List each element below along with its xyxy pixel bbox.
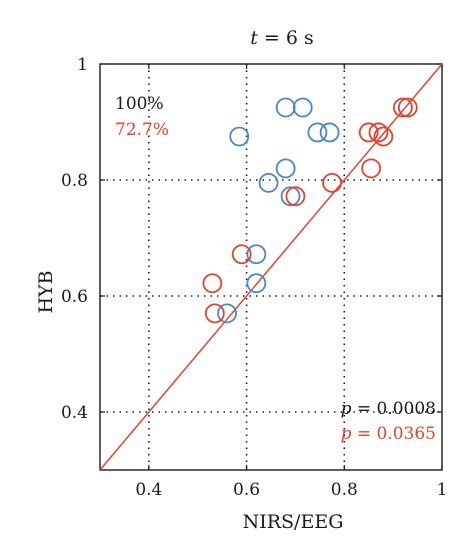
y-tick-label: 1 xyxy=(77,55,88,75)
x-tick-label: 1 xyxy=(437,480,448,500)
data-point xyxy=(204,303,225,324)
data-point xyxy=(246,273,267,294)
p-value-red: p = 0.0365 xyxy=(341,424,436,444)
data-point xyxy=(307,122,328,143)
data-point xyxy=(397,97,418,118)
chart-title: t = 6 s xyxy=(250,27,314,49)
data-point xyxy=(358,122,379,143)
data-point xyxy=(373,126,394,147)
data-point xyxy=(292,97,313,118)
series-blue xyxy=(217,97,340,324)
p-value-red-text: = 0.0365 xyxy=(351,424,436,444)
data-point xyxy=(217,303,237,324)
y-tick-label: 0.8 xyxy=(61,171,88,191)
p-value-black-text: = 0.0008 xyxy=(351,399,436,419)
ticks: 0.4 0.6 0.8 1 0.4 0.6 0.8 1 xyxy=(61,55,447,500)
data-point xyxy=(285,186,306,207)
reference-line xyxy=(99,63,443,471)
accuracy-label-black: 100% xyxy=(115,94,164,114)
data-point xyxy=(275,158,296,179)
series-red xyxy=(202,97,418,324)
p-var-black: p xyxy=(341,399,352,419)
data-point xyxy=(202,273,223,294)
data-point xyxy=(368,122,389,143)
y-tick-label: 0.6 xyxy=(61,287,88,307)
points-layer xyxy=(202,97,418,324)
data-point xyxy=(280,186,301,207)
data-point xyxy=(275,97,296,118)
reference-line-layer xyxy=(99,63,443,471)
accuracy-label-red: 72.7% xyxy=(115,120,169,140)
data-point xyxy=(319,122,340,143)
data-point xyxy=(258,172,279,193)
p-value-annotations: p = 0.0008 p = 0.0365 xyxy=(341,399,436,444)
x-tick-label: 0.4 xyxy=(135,480,162,500)
data-point xyxy=(393,97,413,118)
data-point xyxy=(322,172,342,193)
x-tick-label: 0.6 xyxy=(233,480,260,500)
x-axis-label: NIRS/EEG xyxy=(243,511,344,533)
data-point xyxy=(361,158,382,179)
data-point xyxy=(246,244,267,265)
y-axis-label: HYB xyxy=(35,270,57,313)
p-var-red: p xyxy=(341,424,352,444)
plot-frame xyxy=(99,63,443,471)
title-rest: = 6 s xyxy=(258,27,314,49)
data-point xyxy=(231,244,252,265)
accuracy-annotations: 100% 72.7% xyxy=(115,94,169,140)
data-point xyxy=(229,126,250,147)
grid xyxy=(100,64,442,470)
title-variable: t xyxy=(250,27,258,49)
y-tick-label: 0.4 xyxy=(61,403,88,423)
p-value-black: p = 0.0008 xyxy=(341,399,436,419)
x-tick-label: 0.8 xyxy=(331,480,358,500)
